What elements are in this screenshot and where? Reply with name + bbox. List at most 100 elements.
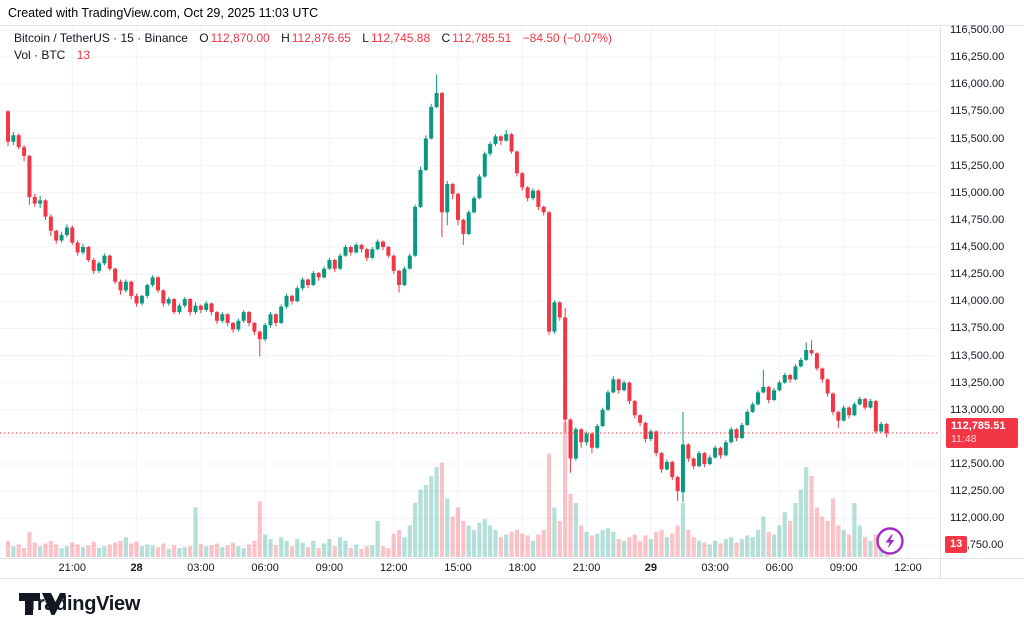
volume-bar <box>316 548 321 557</box>
volume-bar <box>402 537 407 557</box>
candle-body <box>59 235 64 241</box>
volume-bar <box>193 507 198 557</box>
candle-body <box>745 411 750 425</box>
volume-bar <box>252 540 257 557</box>
candle-body <box>638 415 643 423</box>
volume-bar <box>691 537 696 557</box>
volume-bar <box>188 546 193 557</box>
volume-bar <box>166 548 171 557</box>
candle-body <box>354 244 359 253</box>
candle-body <box>788 375 793 380</box>
volume-bar <box>841 530 846 557</box>
candle-body <box>182 299 187 306</box>
candle-body <box>27 155 32 198</box>
volume-bar <box>809 476 814 557</box>
volume-bar <box>638 540 643 557</box>
candle-body <box>509 134 514 152</box>
candle-body <box>370 249 375 258</box>
volume-bar <box>177 548 182 557</box>
candle-body <box>622 382 627 391</box>
symbol-title: Bitcoin / TetherUS · 15 · Binance <box>14 31 188 45</box>
price-tick-label: 113,000.00 <box>950 403 1005 416</box>
candle-body <box>348 247 353 253</box>
time-tick-label: 29 <box>644 562 657 574</box>
time-tick-label: 03:00 <box>187 562 215 574</box>
volume-bar <box>311 540 316 557</box>
volume-bar <box>348 548 353 557</box>
candle-body <box>884 423 889 434</box>
volume-bar <box>846 534 852 557</box>
candle-body <box>697 453 702 467</box>
volume-bar <box>836 525 841 557</box>
high-value: 112,876.65 <box>291 31 351 45</box>
price-axis[interactable]: 116,500.00 116,250.00 116,000.00 115,750.00… <box>940 24 1024 578</box>
candle-body <box>252 322 257 332</box>
candle-body <box>423 138 428 170</box>
candle-body <box>729 429 734 443</box>
candle-body <box>257 331 262 340</box>
volume-bar <box>16 544 21 557</box>
volume-bar <box>279 537 284 557</box>
volume-bar <box>54 544 59 557</box>
volume-bar <box>391 533 396 557</box>
price-tick-label: 112,500.00 <box>950 458 1005 470</box>
volume-bar <box>814 507 820 557</box>
candle-body <box>707 457 712 464</box>
candle-body <box>407 255 412 269</box>
candle-body <box>386 247 391 256</box>
volume-bar <box>343 540 348 557</box>
volume-bar <box>338 537 343 557</box>
candle-body <box>43 200 48 217</box>
volume-bar <box>263 534 268 557</box>
volume-bar <box>477 522 482 557</box>
candle-body <box>327 260 332 269</box>
volume-badge-value: 13 <box>950 538 963 551</box>
candle-body <box>841 407 846 421</box>
volume-bar <box>370 545 375 557</box>
volume-bar <box>230 542 236 557</box>
volume-bar <box>113 542 118 557</box>
candle-body <box>316 273 321 278</box>
candle-body <box>236 320 241 330</box>
volume-value: 13 <box>76 48 91 62</box>
volume-bar <box>863 537 868 557</box>
volume-bar <box>220 547 225 557</box>
volume-bar <box>209 545 214 557</box>
candle-body <box>268 314 273 326</box>
time-tick-label: 06:00 <box>251 562 279 574</box>
time-axis[interactable]: 21:00 28 03:00 06:00 09:00 12:00 15:00 18:00 21:… <box>0 558 1024 578</box>
volume-bar <box>621 540 627 557</box>
candle-body <box>584 433 589 443</box>
candle-body <box>466 212 471 234</box>
volume-bar <box>129 543 134 557</box>
volume-bar <box>466 525 471 557</box>
volume-bar <box>27 531 32 557</box>
volume-bar <box>520 533 525 557</box>
volume-bar <box>439 462 445 557</box>
volume-bar <box>48 540 53 557</box>
candle-body <box>836 411 841 421</box>
candle-body <box>48 216 53 231</box>
volume-bar <box>123 537 128 557</box>
candle-body <box>804 350 809 360</box>
volume-bar <box>782 512 787 557</box>
volume-bar <box>236 546 241 557</box>
candle-body <box>632 401 637 416</box>
candle-body <box>675 477 680 492</box>
candle-body <box>375 241 380 250</box>
candle-body <box>702 453 707 464</box>
candle-body <box>734 429 739 438</box>
candle-body <box>64 227 69 236</box>
volume-bar <box>648 539 653 557</box>
candle-body <box>718 447 723 456</box>
candle-body <box>868 401 873 408</box>
volume-bar <box>702 542 707 557</box>
volume-bar <box>616 539 621 557</box>
candle-body <box>6 111 10 142</box>
time-tick-label: 09:00 <box>829 562 858 574</box>
candle-body <box>777 382 782 391</box>
time-tick-label: 15:00 <box>444 562 472 574</box>
price-axis-border <box>940 25 941 578</box>
